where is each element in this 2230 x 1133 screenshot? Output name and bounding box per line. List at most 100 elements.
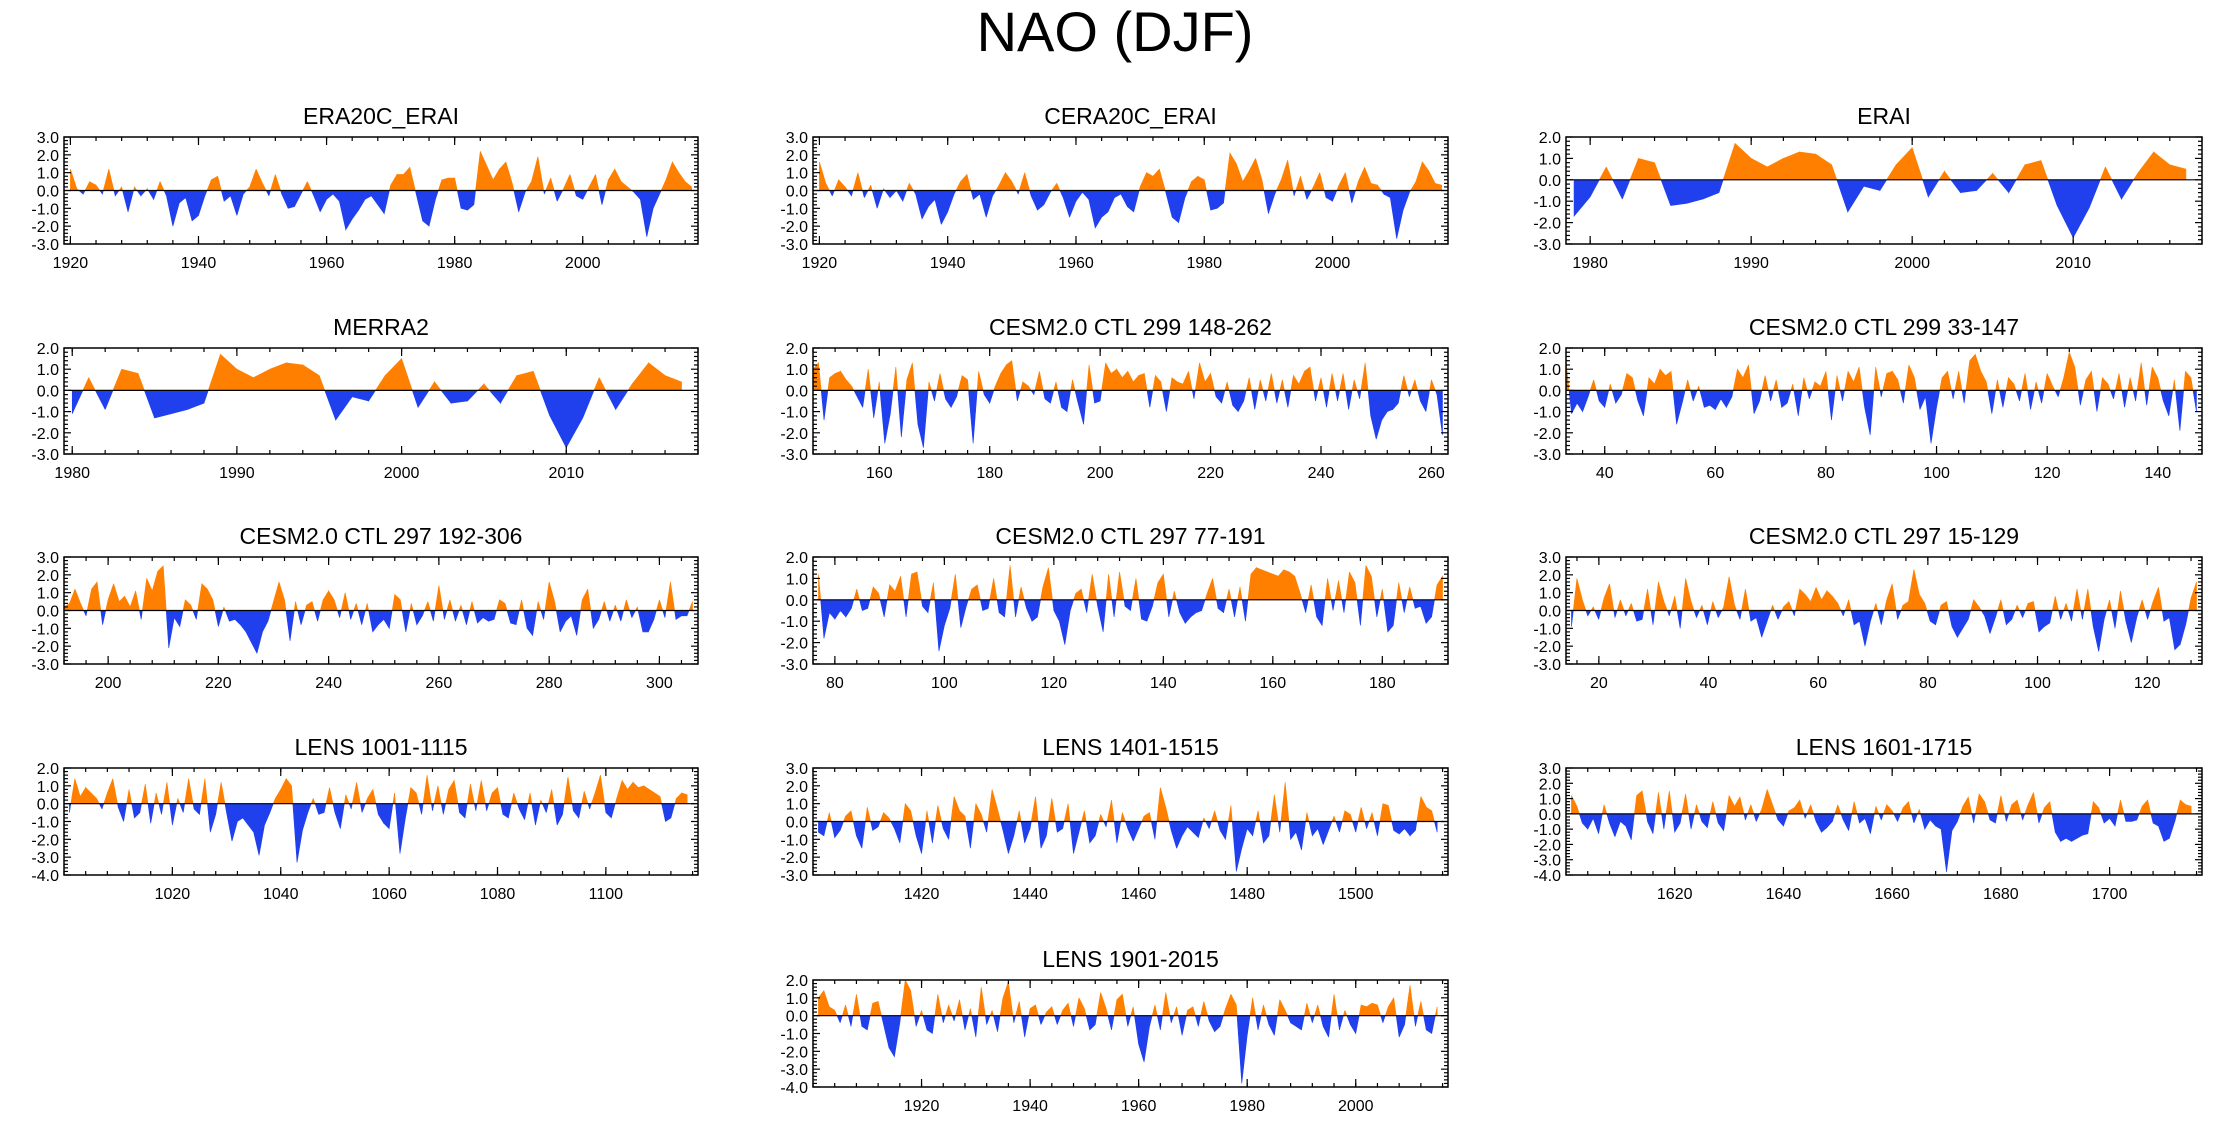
positive-area bbox=[1572, 569, 2197, 611]
y-tick-label: -2.0 bbox=[31, 426, 59, 443]
negative-area bbox=[1573, 179, 2135, 238]
y-tick-label: -3.0 bbox=[1533, 237, 1561, 254]
x-tick-label: 300 bbox=[646, 675, 673, 692]
y-tick-label: 2.0 bbox=[1539, 776, 1561, 793]
nao-panel-3: ERAI 2.0 1.0 0.0 -1.0 -2.0 -3.0 1980 1990 2000 201… bbox=[1533, 103, 2203, 272]
x-tick-label: 1980 bbox=[54, 465, 90, 482]
x-tick-label: 1980 bbox=[1229, 1098, 1265, 1115]
y-tick-label: -2.0 bbox=[1533, 216, 1561, 233]
y-tick-label: 0.0 bbox=[37, 383, 59, 400]
nao-panel-2: CERA20C_ERAI 3.02.01.00.0-1.0-2.0-3.01920… bbox=[780, 103, 1449, 272]
y-tick-label: -2.0 bbox=[31, 832, 59, 849]
y-tick-label: -2.0 bbox=[31, 219, 59, 236]
x-tick-label: 280 bbox=[536, 675, 563, 692]
y-tick-label: 0.0 bbox=[1539, 173, 1561, 190]
y-tick-label: -4.0 bbox=[31, 868, 59, 885]
y-tick-label: -1.0 bbox=[780, 405, 808, 422]
x-tick-label: 1990 bbox=[1733, 255, 1769, 272]
nao-panel-10: LENS 1001-1115 2.01.00.0-1.0-2.0-3.0-4.0 1… bbox=[31, 734, 699, 903]
x-tick-label: 1700 bbox=[2092, 886, 2128, 903]
panel-title: CESM2.0 CTL 299 148-262 bbox=[989, 314, 1272, 340]
panel-title: CESM2.0 CTL 297 77-191 bbox=[995, 523, 1265, 549]
y-tick-label: 2.0 bbox=[37, 341, 59, 358]
y-tick-label: 1.0 bbox=[1539, 586, 1561, 603]
x-tick-label: 200 bbox=[1087, 465, 1114, 482]
y-tick-label: 0.0 bbox=[37, 604, 59, 621]
y-tick-label: -3.0 bbox=[31, 657, 59, 674]
x-tick-label: 1040 bbox=[263, 886, 299, 903]
x-tick-label: 1940 bbox=[1012, 1098, 1048, 1115]
positive-area bbox=[70, 151, 692, 191]
y-tick-label: 2.0 bbox=[1539, 341, 1561, 358]
plot-frame bbox=[63, 347, 699, 455]
x-tick-label: 120 bbox=[1041, 675, 1068, 692]
x-tick-label: 2000 bbox=[1315, 255, 1351, 272]
y-tick-label: 1.0 bbox=[1539, 792, 1561, 809]
x-tick-label: 1980 bbox=[1186, 255, 1222, 272]
figure-title: NAO (DJF) bbox=[976, 0, 1254, 63]
negative-area bbox=[836, 1015, 1436, 1084]
x-tick-label: 2000 bbox=[1338, 1098, 1374, 1115]
x-tick-label: 40 bbox=[1596, 465, 1614, 482]
y-tick-label: -2.0 bbox=[780, 219, 808, 236]
x-tick-label: 100 bbox=[931, 675, 958, 692]
x-tick-label: 100 bbox=[1923, 465, 1950, 482]
y-tick-label: 3.0 bbox=[37, 550, 59, 567]
negative-area bbox=[78, 190, 662, 237]
plot-frame bbox=[63, 767, 699, 876]
y-tick-label: -3.0 bbox=[780, 237, 808, 254]
y-tick-label: 0.0 bbox=[1539, 604, 1561, 621]
panel-title: LENS 1901-2015 bbox=[1042, 946, 1218, 972]
plot-frame bbox=[1565, 136, 2203, 245]
y-tick-label: -2.0 bbox=[780, 636, 808, 653]
y-tick-label: -1.0 bbox=[1533, 194, 1561, 211]
x-tick-label: 140 bbox=[1150, 675, 1177, 692]
y-tick-label: 1.0 bbox=[786, 166, 808, 183]
y-tick-label: 1.0 bbox=[37, 362, 59, 379]
x-tick-label: 1960 bbox=[1121, 1098, 1157, 1115]
positive-area bbox=[63, 565, 693, 611]
y-tick-label: 3.0 bbox=[1539, 761, 1561, 778]
x-tick-label: 80 bbox=[1817, 465, 1835, 482]
positive-area bbox=[82, 353, 682, 391]
x-tick-label: 2000 bbox=[565, 255, 601, 272]
negative-area bbox=[1568, 390, 2197, 444]
x-tick-label: 160 bbox=[866, 465, 893, 482]
x-tick-label: 1980 bbox=[1572, 255, 1608, 272]
x-tick-label: 60 bbox=[1706, 465, 1724, 482]
y-tick-label: 2.0 bbox=[37, 148, 59, 165]
positive-area bbox=[1571, 789, 2192, 815]
nao-panel-8: CESM2.0 CTL 297 77-191 2.0 1.0 0.0 -1.0 -2.0 -… bbox=[780, 523, 1449, 692]
panel-title: ERA20C_ERAI bbox=[303, 103, 459, 129]
negative-area bbox=[820, 390, 1443, 448]
y-tick-label: 0.0 bbox=[786, 815, 808, 832]
panel-title: CERA20C_ERAI bbox=[1044, 103, 1217, 129]
negative-area bbox=[83, 610, 690, 654]
x-tick-label: 1660 bbox=[1874, 886, 1910, 903]
negative-area bbox=[818, 821, 1438, 872]
y-tick-label: 3.0 bbox=[786, 130, 808, 147]
nao-panel-13: LENS 1901-2015 2.01.00.0-1.0-2.0-3.0-4.0 1… bbox=[780, 946, 1449, 1115]
x-tick-label: 1680 bbox=[1983, 886, 2019, 903]
x-tick-label: 1500 bbox=[1338, 886, 1374, 903]
y-tick-label: 0.0 bbox=[786, 184, 808, 201]
x-tick-label: 220 bbox=[205, 675, 232, 692]
negative-area bbox=[820, 599, 1435, 652]
x-tick-label: 80 bbox=[1919, 675, 1937, 692]
x-tick-label: 2010 bbox=[2055, 255, 2091, 272]
x-tick-label: 2000 bbox=[1894, 255, 1930, 272]
nao-panel-11: LENS 1401-1515 3.02.01.00.0-1.0-2.0-3.0 14… bbox=[780, 734, 1449, 903]
positive-area bbox=[70, 775, 688, 804]
y-tick-label: -1.0 bbox=[1533, 405, 1561, 422]
y-tick-label: -4.0 bbox=[1533, 868, 1561, 885]
x-tick-label: 80 bbox=[826, 675, 844, 692]
y-tick-label: -2.0 bbox=[1533, 639, 1561, 656]
negative-area bbox=[69, 803, 676, 863]
x-tick-label: 1940 bbox=[930, 255, 966, 272]
plot-frame bbox=[812, 556, 1449, 665]
y-tick-label: 0.0 bbox=[786, 1009, 808, 1026]
x-tick-label: 1460 bbox=[1121, 886, 1157, 903]
x-tick-label: 100 bbox=[2024, 675, 2051, 692]
